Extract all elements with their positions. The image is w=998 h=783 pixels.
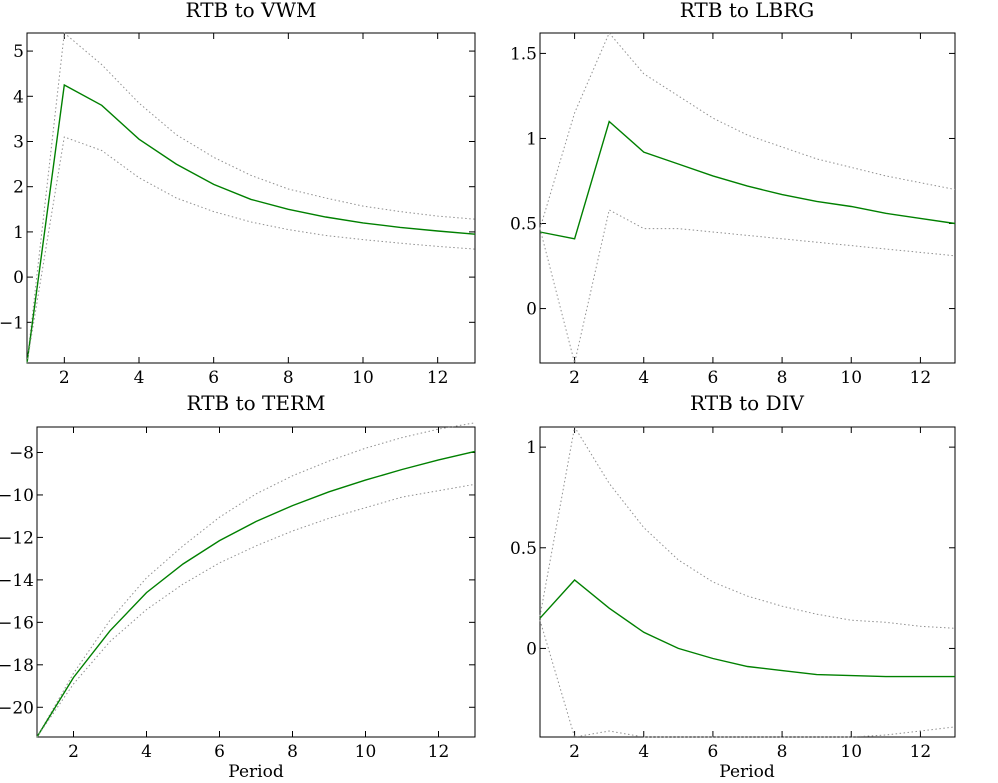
y-tick-label: −14 [0, 571, 34, 591]
x-tick-label: 2 [569, 742, 580, 762]
y-tick-label: −10 [0, 486, 34, 506]
y-tick-label: 3 [13, 132, 24, 152]
x-tick-label: 10 [840, 742, 862, 762]
panel-title: RTB to VWM [185, 0, 316, 22]
y-tick-label: 2 [13, 178, 24, 198]
plot-frame [36, 426, 476, 738]
x-tick-label: 4 [638, 368, 649, 388]
x-tick-label: 2 [569, 368, 580, 388]
x-tick-label: 4 [134, 368, 145, 388]
y-tick-label: −8 [9, 443, 34, 463]
plot-frame [26, 32, 476, 364]
panel-rtb-to-term: RTB to TERM Period 2 4 6 8 10 12 −20 −18 −16 −14 −… [0, 391, 476, 782]
x-tick-label: 12 [910, 742, 932, 762]
y-tick-label: −18 [0, 656, 34, 676]
x-tick-label: 6 [214, 742, 225, 762]
y-tick-label: 0.5 [510, 215, 537, 235]
confidence-band-lower [539, 620, 956, 738]
y-tick-label: 1.5 [510, 44, 537, 64]
confidence-band-upper [539, 32, 956, 229]
y-tick-label: 1 [13, 223, 24, 243]
y-tick-label: 4 [13, 87, 24, 107]
impulse-response-line [36, 450, 476, 738]
x-tick-label: 8 [777, 368, 788, 388]
panel-title: RTB to LBRG [680, 0, 815, 22]
x-tick-label: 4 [141, 742, 152, 762]
panel-title: RTB to TERM [186, 391, 325, 415]
y-tick-label: 1 [526, 129, 537, 149]
y-tick-label: 0 [526, 639, 537, 659]
x-tick-label: 8 [287, 742, 298, 762]
y-tick-label: −1 [0, 313, 24, 333]
confidence-band-lower [539, 209, 956, 364]
x-tick-label: 10 [355, 742, 377, 762]
x-tick-label: 12 [427, 368, 449, 388]
x-tick-label: 10 [352, 368, 374, 388]
y-tick-label: 0 [526, 300, 537, 320]
y-tick-label: −20 [0, 698, 34, 718]
x-tick-label: 8 [283, 368, 294, 388]
y-tick-label: 1 [526, 438, 537, 458]
confidence-band-lower [26, 136, 476, 364]
x-tick-label: 8 [777, 742, 788, 762]
panel-rtb-to-lbrg: RTB to LBRG 2 4 6 8 10 12 0 0.5 1 1.5 [510, 0, 956, 388]
x-tick-label: 4 [638, 742, 649, 762]
panel-rtb-to-div: RTB to DIV Period 2 4 6 8 10 12 0 0.5 1 [510, 391, 956, 782]
x-axis-label: Period [228, 762, 284, 782]
panel-title: RTB to DIV [690, 391, 804, 415]
impulse-response-line [26, 83, 476, 364]
y-tick-label: 5 [13, 42, 24, 62]
y-tick-label: −16 [0, 613, 34, 633]
x-tick-label: 12 [910, 368, 932, 388]
confidence-band-upper [26, 32, 476, 364]
x-axis-label: Period [719, 762, 775, 782]
x-tick-label: 10 [840, 368, 862, 388]
y-tick-label: −12 [0, 528, 34, 548]
plot-frame [539, 426, 956, 738]
x-tick-label: 6 [708, 368, 719, 388]
x-tick-label: 2 [59, 368, 70, 388]
confidence-band-lower [36, 483, 476, 738]
plot-frame [539, 32, 956, 364]
y-tick-label: 0.5 [510, 539, 537, 559]
x-tick-label: 6 [208, 368, 219, 388]
confidence-band-upper [539, 425, 956, 629]
x-tick-label: 2 [68, 742, 79, 762]
impulse-response-line [539, 579, 955, 678]
y-tick-label: 0 [13, 268, 24, 288]
x-tick-label: 12 [428, 742, 450, 762]
confidence-band-upper [36, 422, 476, 738]
impulse-response-line [539, 120, 956, 240]
x-tick-label: 6 [708, 742, 719, 762]
